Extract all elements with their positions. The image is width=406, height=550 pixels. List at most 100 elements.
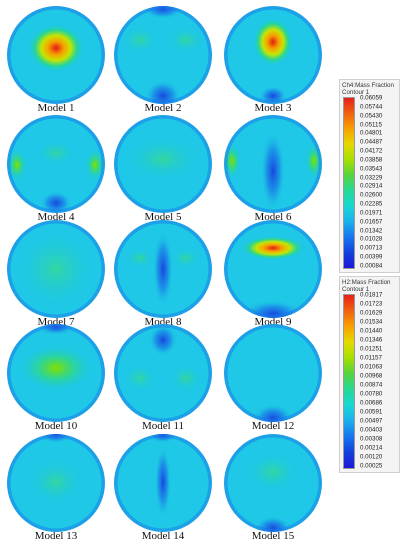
contour-field	[7, 6, 105, 104]
contour-plot-model-12	[222, 322, 324, 424]
contour-plot-model-11	[112, 322, 214, 424]
legend-value: 0.01657	[360, 218, 383, 226]
legend-title-line: Ch4:Mass Fraction	[342, 82, 394, 89]
legend-value: 0.01440	[360, 327, 383, 335]
model-label: Model 13	[34, 530, 78, 542]
contour-field	[114, 220, 212, 318]
legend-value: 0.05430	[360, 112, 383, 120]
model-label: Model 11	[141, 420, 185, 432]
high-fraction-region	[241, 236, 305, 260]
contour-plot-model-8	[112, 218, 214, 320]
contour-field	[224, 6, 322, 104]
high-fraction-region	[7, 149, 27, 181]
legend-value: 0.01971	[360, 209, 383, 217]
legend-value: 0.02914	[360, 182, 383, 190]
model-label: Model 10	[34, 420, 78, 432]
ch4-mass-fraction-legend: Ch4:Mass Fraction Contour 1 0.06059 0.05…	[339, 79, 400, 273]
model-label: Model 3	[254, 102, 292, 114]
model-label: Model 1	[37, 102, 75, 114]
legend-title: Ch4:Mass Fraction Contour 1	[342, 82, 398, 96]
contour-plot-model-10	[5, 322, 107, 424]
high-fraction-region	[18, 344, 94, 392]
high-fraction-region	[125, 137, 201, 181]
legend-value: 0.00084	[360, 262, 383, 270]
contour-plot-model-1	[5, 4, 107, 106]
model-label: Model 12	[251, 420, 295, 432]
low-fraction-region	[149, 434, 177, 443]
color-scale-bar	[343, 97, 355, 269]
legend-value: 0.00120	[360, 453, 383, 461]
contour-field	[7, 434, 105, 532]
model-label: Model 6	[254, 211, 292, 223]
contour-plot-model-6	[222, 113, 324, 215]
model-label: Model 4	[37, 211, 75, 223]
legend-value: 0.00308	[360, 435, 383, 443]
contour-field	[114, 115, 212, 213]
low-fraction-region	[255, 516, 291, 532]
legend-value: 0.03858	[360, 156, 383, 164]
low-fraction-region	[155, 446, 171, 518]
contour-plot-model-7	[5, 218, 107, 320]
high-fraction-region	[305, 143, 322, 179]
low-fraction-region	[261, 131, 285, 211]
legend-value: 0.00874	[360, 381, 383, 389]
legend-value: 0.01157	[360, 354, 382, 362]
legend-title-line: H2:Mass Fraction	[342, 279, 391, 286]
legend-value: 0.00591	[360, 408, 383, 416]
contour-plot-model-15	[222, 432, 324, 534]
high-fraction-region	[253, 18, 293, 66]
contour-plot-model-14	[112, 432, 214, 534]
contour-field	[114, 6, 212, 104]
model-label: Model 5	[144, 211, 182, 223]
legend-value: 0.00713	[360, 244, 383, 252]
contour-plot-model-2	[112, 4, 214, 106]
high-fraction-region	[224, 143, 241, 179]
high-fraction-region	[28, 24, 84, 72]
contour-field	[224, 115, 322, 213]
high-fraction-region	[170, 364, 202, 392]
low-fraction-region	[145, 80, 181, 104]
contour-field	[224, 220, 322, 318]
contour-field	[224, 324, 322, 422]
legend-value: 0.04487	[360, 138, 383, 146]
low-fraction-region	[149, 324, 177, 356]
legend-value: 0.01534	[360, 318, 383, 326]
legend-value: 0.01346	[360, 336, 383, 344]
contour-field	[7, 220, 105, 318]
legend-title: H2:Mass Fraction Contour 1	[342, 279, 398, 293]
legend-value: 0.00686	[360, 399, 383, 407]
legend-value: 0.00780	[360, 390, 383, 398]
legend-value: 0.01251	[360, 345, 383, 353]
legend-value: 0.02285	[360, 200, 383, 208]
high-fraction-region	[247, 452, 299, 492]
high-fraction-region	[16, 229, 96, 309]
low-fraction-region	[259, 86, 287, 104]
contour-plot-model-3	[222, 4, 324, 106]
legend-value: 0.06059	[360, 94, 383, 102]
legend-subtitle-line: Contour 1	[342, 286, 370, 294]
high-fraction-region	[85, 149, 105, 181]
legend-value: 0.00403	[360, 426, 383, 434]
low-fraction-region	[143, 6, 183, 19]
high-fraction-region	[172, 248, 200, 268]
low-fraction-region	[40, 191, 72, 213]
high-fraction-region	[122, 26, 158, 54]
legend-value: 0.02600	[360, 191, 383, 199]
legend-value: 0.00497	[360, 417, 383, 425]
high-fraction-region	[36, 141, 76, 165]
contour-field	[7, 324, 105, 422]
legend-value: 0.00399	[360, 253, 383, 261]
legend-value: 0.01723	[360, 300, 383, 308]
legend-value: 0.01629	[360, 309, 383, 317]
legend-value: 0.04801	[360, 129, 383, 137]
legend-subtitle-line: Contour 1	[342, 89, 370, 97]
contour-field	[114, 324, 212, 422]
low-fraction-region	[243, 300, 303, 318]
legend-value: 0.04172	[360, 147, 383, 155]
model-label: Model 14	[141, 530, 185, 542]
legend-value: 0.00025	[360, 462, 383, 470]
legend-value: 0.01342	[360, 227, 383, 235]
contour-field	[114, 434, 212, 532]
low-fraction-region	[253, 404, 293, 422]
contour-field	[224, 434, 322, 532]
